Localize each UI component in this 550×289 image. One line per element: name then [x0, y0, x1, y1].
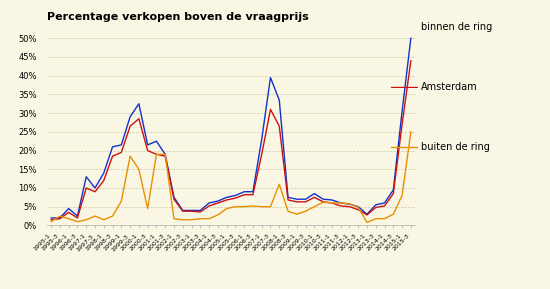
Text: Percentage verkopen boven de vraagprijs: Percentage verkopen boven de vraagprijs — [47, 12, 309, 22]
Text: Amsterdam: Amsterdam — [421, 82, 477, 92]
Text: binnen de ring: binnen de ring — [421, 23, 492, 32]
Text: buiten de ring: buiten de ring — [421, 142, 490, 152]
